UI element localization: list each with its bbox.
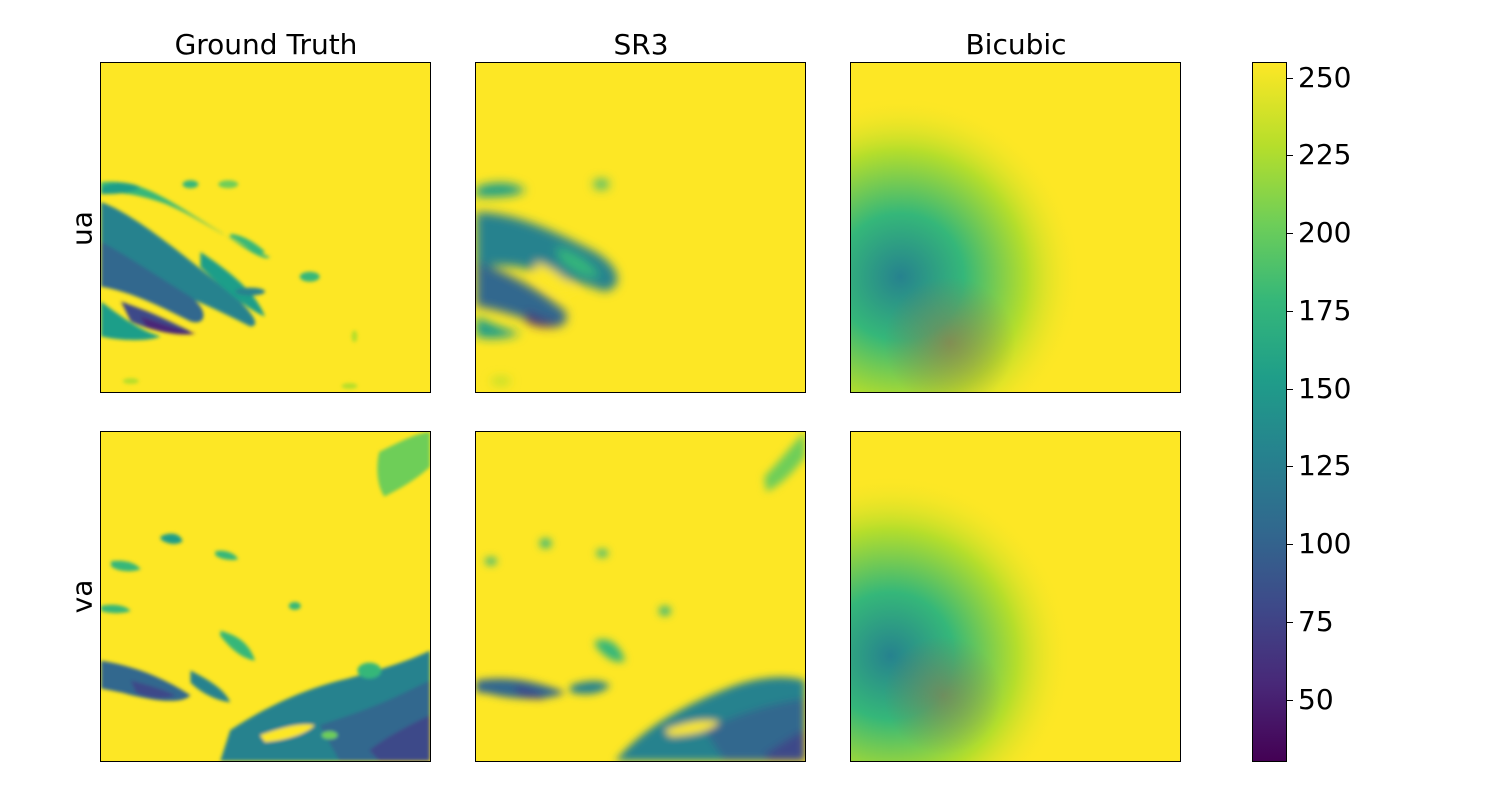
heatmap-ua-bicubic: [850, 62, 1181, 393]
colorbar-tick-label: 75: [1298, 605, 1334, 638]
colorbar-tick-label: 100: [1298, 527, 1352, 561]
column-title-bicubic: Bicubic: [965, 28, 1067, 61]
colorbar-tick-label: 50: [1298, 682, 1334, 716]
colorbar-tick-label: 150: [1298, 371, 1352, 405]
colorbar-tick: [1287, 699, 1293, 701]
colorbar-tick: [1287, 155, 1293, 157]
row-label-va: va: [65, 579, 99, 614]
colorbar-tick: [1287, 310, 1293, 312]
colorbar: [1252, 62, 1287, 762]
heatmap-va-ground-truth: [100, 431, 431, 762]
column-title-sr3: SR3: [613, 28, 669, 61]
heatmap-ua-ground-truth: [100, 62, 431, 393]
row-label-ua: ua: [65, 211, 99, 246]
heatmap-va-sr3: [475, 431, 806, 762]
colorbar-tick-label: 225: [1298, 138, 1352, 172]
colorbar-tick: [1287, 622, 1293, 623]
colorbar-tick-label: 250: [1298, 60, 1352, 94]
colorbar-tick: [1287, 77, 1293, 79]
column-title-ground-truth: Ground Truth: [174, 28, 358, 61]
colorbar-tick-label: 200: [1298, 216, 1352, 250]
heatmap-va-bicubic: [850, 431, 1181, 762]
colorbar-tick-label: 175: [1298, 293, 1352, 327]
colorbar-tick: [1287, 388, 1293, 390]
heatmap-ua-sr3: [475, 62, 806, 393]
colorbar-tick: [1287, 544, 1293, 546]
colorbar-tick-label: 125: [1298, 449, 1352, 483]
colorbar-tick: [1287, 466, 1293, 468]
colorbar-tick: [1287, 233, 1293, 235]
